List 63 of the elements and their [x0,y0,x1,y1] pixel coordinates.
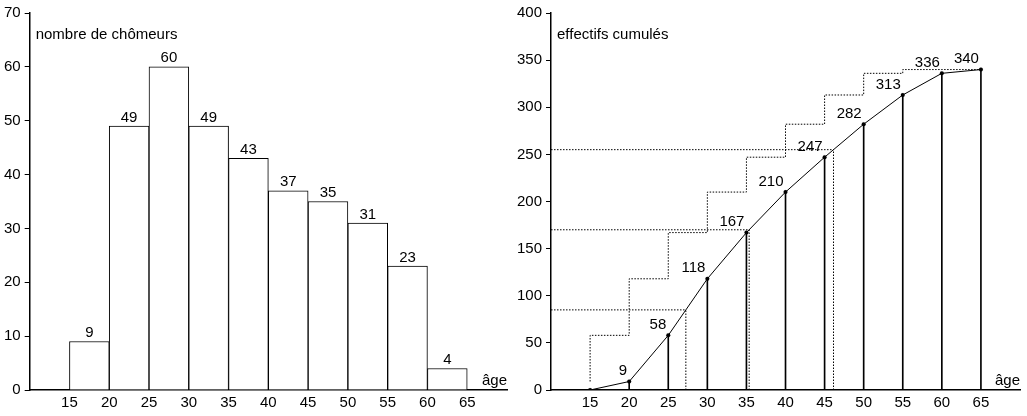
y-tick-label: 0 [12,380,21,398]
data-label: 43 [240,140,257,158]
x-tick-label: 20 [100,393,118,411]
x-tick-label: 20 [620,393,638,411]
data-label: 313 [875,74,901,92]
y-tick-label: 60 [4,57,21,74]
data-label: 340 [953,49,979,67]
y-tick-label: 70 [4,3,21,21]
x-tick-label: 40 [777,393,794,411]
data-label: 9 [85,323,94,341]
data-label: 247 [797,136,823,154]
x-tick-label: 30 [699,393,716,411]
data-label: 210 [758,171,784,189]
x-tick-label: 60 [933,393,951,411]
x-tick-label: 60 [419,393,436,411]
data-label: 336 [914,52,940,70]
data-label: 35 [319,183,337,201]
x-axis-title: âge [994,370,1020,388]
x-tick-label: 25 [659,393,677,411]
x-tick-label: 50 [855,393,873,411]
x-tick-label: 45 [816,393,833,411]
y-axis-title: nombre de chômeurs [35,24,178,42]
y-tick-label: 50 [4,110,21,128]
data-label: 118 [681,258,706,276]
y-tick-label: 0 [533,380,543,398]
data-label: 31 [359,204,377,222]
x-tick-label: 65 [458,393,476,411]
x-axis-title: âge [481,370,507,388]
y-axis-title: effectifs cumulés [557,24,669,42]
y-tick-label: 30 [4,218,21,236]
data-label: 37 [279,172,297,190]
y-tick-label: 100 [517,285,543,303]
x-tick-label: 35 [738,393,755,411]
y-tick-label: 50 [525,333,543,351]
y-tick-label: 400 [517,3,543,21]
data-label: 49 [200,107,218,125]
x-tick-label: 45 [299,393,317,411]
data-label: 167 [719,212,745,230]
data-label: 9 [618,361,628,379]
x-tick-label: 30 [180,393,198,411]
y-tick-label: 150 [517,238,543,256]
data-label: 49 [120,107,138,125]
y-tick-label: 10 [4,326,21,344]
x-tick-label: 55 [894,393,912,411]
data-label: 282 [836,103,862,121]
x-tick-label: 65 [972,393,990,411]
x-tick-label: 15 [581,393,599,411]
x-tick-label: 15 [61,393,78,411]
y-tick-label: 40 [4,164,21,182]
x-tick-label: 50 [339,393,357,411]
data-label: 23 [399,247,416,265]
y-tick-label: 250 [517,144,543,162]
x-tick-label: 25 [140,393,158,411]
data-label: 4 [443,350,452,368]
x-tick-label: 35 [220,393,237,411]
y-tick-label: 200 [517,191,543,209]
x-tick-label: 40 [260,393,277,411]
y-tick-label: 20 [4,272,21,290]
data-label: 58 [649,314,667,332]
y-tick-label: 300 [517,97,543,115]
y-tick-label: 350 [517,50,543,68]
x-tick-label: 55 [379,393,397,411]
data-label: 60 [160,48,178,66]
